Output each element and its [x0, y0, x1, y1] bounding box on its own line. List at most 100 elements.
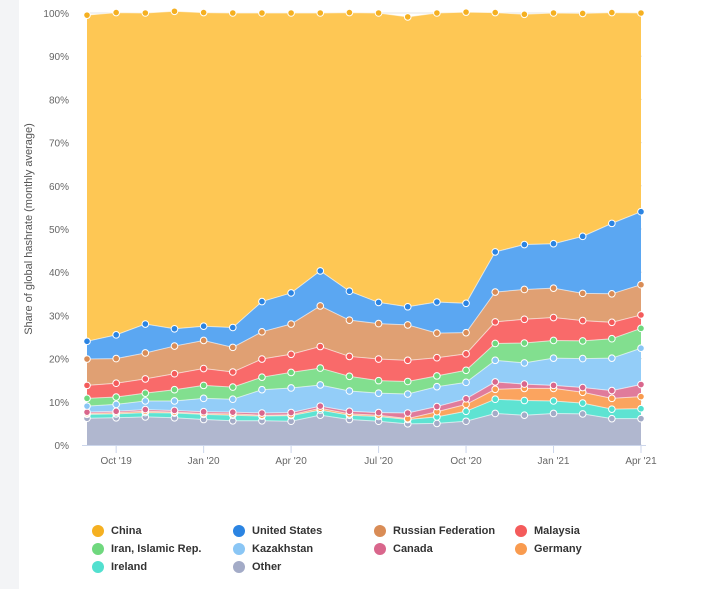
point-malaysia[interactable]: [491, 318, 500, 326]
point-iran-islamic-rep[interactable]: [491, 339, 500, 348]
point-iran-islamic-rep[interactable]: [258, 373, 266, 381]
point-china[interactable]: [433, 9, 441, 17]
legend-item-canada[interactable]: Canada: [374, 542, 515, 555]
point-kazakhstan[interactable]: [403, 390, 412, 398]
point-canada[interactable]: [491, 378, 500, 386]
point-canada[interactable]: [258, 409, 266, 417]
point-china[interactable]: [345, 8, 354, 17]
point-ireland[interactable]: [462, 407, 470, 416]
point-united-states[interactable]: [170, 324, 179, 333]
legend-item-other[interactable]: Other: [233, 560, 374, 573]
point-iran-islamic-rep[interactable]: [608, 334, 616, 343]
point-iran-islamic-rep[interactable]: [462, 366, 470, 375]
point-malaysia[interactable]: [141, 375, 150, 383]
point-other[interactable]: [549, 409, 558, 418]
point-malaysia[interactable]: [199, 364, 208, 373]
point-canada[interactable]: [608, 386, 616, 395]
point-united-states[interactable]: [287, 289, 295, 297]
point-iran-islamic-rep[interactable]: [141, 389, 150, 397]
point-canada[interactable]: [637, 380, 645, 389]
point-united-states[interactable]: [83, 337, 91, 346]
point-canada[interactable]: [549, 381, 558, 390]
point-kazakhstan[interactable]: [374, 389, 383, 397]
point-united-states[interactable]: [258, 297, 266, 306]
point-china[interactable]: [462, 8, 470, 16]
point-china[interactable]: [199, 8, 208, 17]
point-russian-federation[interactable]: [258, 328, 266, 336]
point-malaysia[interactable]: [170, 369, 179, 378]
legend-item-malaysia[interactable]: Malaysia: [515, 524, 625, 537]
point-malaysia[interactable]: [345, 352, 354, 361]
point-kazakhstan[interactable]: [578, 354, 587, 363]
point-ireland[interactable]: [549, 397, 558, 405]
point-other[interactable]: [637, 414, 645, 423]
point-united-states[interactable]: [608, 219, 616, 228]
point-canada[interactable]: [403, 409, 412, 417]
point-iran-islamic-rep[interactable]: [549, 336, 558, 345]
point-canada[interactable]: [199, 407, 208, 416]
point-russian-federation[interactable]: [549, 284, 558, 292]
point-united-states[interactable]: [345, 287, 354, 296]
point-kazakhstan[interactable]: [228, 395, 237, 404]
point-china[interactable]: [287, 9, 295, 17]
point-ireland[interactable]: [520, 396, 529, 405]
point-united-states[interactable]: [316, 267, 325, 275]
point-russian-federation[interactable]: [608, 290, 616, 298]
point-china[interactable]: [141, 9, 150, 17]
point-other[interactable]: [491, 409, 500, 418]
point-malaysia[interactable]: [374, 355, 383, 363]
point-kazakhstan[interactable]: [608, 354, 616, 362]
point-other[interactable]: [578, 410, 587, 418]
point-iran-islamic-rep[interactable]: [403, 377, 412, 386]
point-other[interactable]: [608, 414, 616, 423]
point-kazakhstan[interactable]: [316, 381, 325, 389]
point-iran-islamic-rep[interactable]: [199, 381, 208, 390]
point-kazakhstan[interactable]: [520, 359, 529, 367]
point-united-states[interactable]: [403, 302, 412, 311]
point-kazakhstan[interactable]: [112, 400, 120, 409]
point-iran-islamic-rep[interactable]: [112, 393, 120, 401]
point-united-states[interactable]: [637, 207, 645, 216]
point-kazakhstan[interactable]: [199, 394, 208, 403]
point-canada[interactable]: [578, 383, 587, 392]
point-kazakhstan[interactable]: [258, 385, 266, 394]
point-china[interactable]: [608, 8, 616, 17]
point-canada[interactable]: [520, 380, 529, 388]
point-ireland[interactable]: [608, 405, 616, 413]
point-china[interactable]: [637, 9, 645, 17]
point-united-states[interactable]: [491, 248, 500, 256]
point-germany[interactable]: [637, 392, 645, 401]
point-iran-islamic-rep[interactable]: [374, 376, 383, 385]
legend-item-iran-islamic-rep[interactable]: Iran, Islamic Rep.: [92, 542, 233, 555]
point-russian-federation[interactable]: [374, 319, 383, 328]
point-russian-federation[interactable]: [345, 316, 354, 324]
point-kazakhstan[interactable]: [141, 397, 150, 405]
point-china[interactable]: [491, 8, 500, 17]
point-canada[interactable]: [287, 408, 295, 417]
point-china[interactable]: [228, 9, 237, 17]
point-iran-islamic-rep[interactable]: [83, 394, 91, 403]
point-china[interactable]: [258, 9, 266, 17]
point-united-states[interactable]: [374, 298, 383, 307]
point-iran-islamic-rep[interactable]: [578, 337, 587, 345]
point-russian-federation[interactable]: [112, 354, 120, 363]
point-canada[interactable]: [374, 408, 383, 417]
point-other[interactable]: [433, 419, 441, 428]
point-other[interactable]: [520, 411, 529, 419]
point-russian-federation[interactable]: [578, 289, 587, 298]
point-iran-islamic-rep[interactable]: [345, 372, 354, 381]
point-iran-islamic-rep[interactable]: [316, 364, 325, 372]
point-germany[interactable]: [608, 394, 616, 403]
point-iran-islamic-rep[interactable]: [433, 372, 441, 380]
point-united-states[interactable]: [549, 239, 558, 248]
point-united-states[interactable]: [433, 298, 441, 306]
point-kazakhstan[interactable]: [433, 382, 441, 391]
point-iran-islamic-rep[interactable]: [170, 385, 179, 394]
point-kazakhstan[interactable]: [83, 402, 91, 410]
point-malaysia[interactable]: [258, 355, 266, 363]
point-china[interactable]: [549, 9, 558, 17]
point-malaysia[interactable]: [228, 368, 237, 376]
point-china[interactable]: [520, 10, 529, 19]
point-malaysia[interactable]: [462, 350, 470, 358]
point-iran-islamic-rep[interactable]: [520, 339, 529, 347]
